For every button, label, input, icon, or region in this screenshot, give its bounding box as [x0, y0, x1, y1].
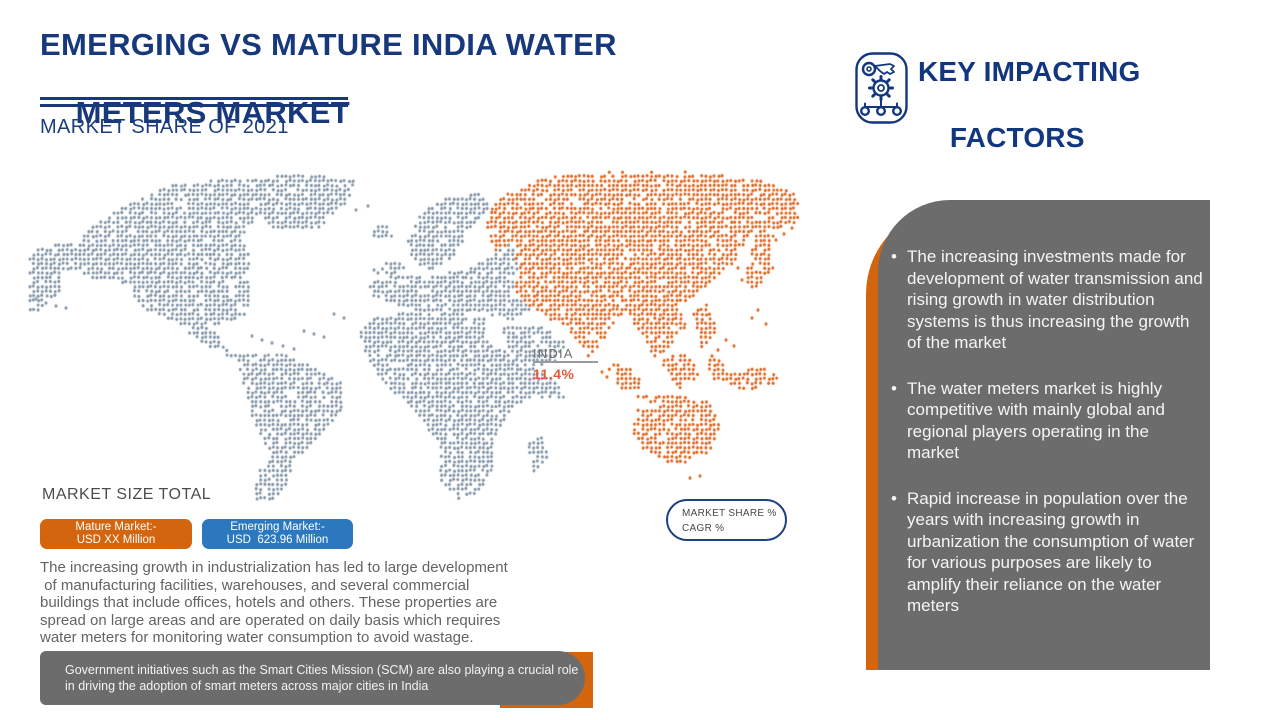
footnote-box: Government initiatives such as the Smart… — [40, 651, 585, 705]
market-share-cagr-pill: MARKET SHARE % CAGR % — [666, 499, 787, 541]
page-title: EMERGING VS MATURE INDIA WATER METERS MA… — [40, 27, 617, 130]
market-size-label: MARKET SIZE TOTAL — [42, 486, 212, 503]
key-factor-item: Rapid increase in population over the ye… — [891, 488, 1205, 617]
body-paragraph: The increasing growth in industrializati… — [40, 559, 508, 646]
pill-cagr-label: CAGR % — [682, 523, 725, 534]
key-gear-network-icon — [855, 52, 908, 124]
mature-market-badge: Mature Market:- USD XX Million — [40, 519, 192, 549]
world-dot-map — [0, 0, 820, 515]
subtitle: MARKET SHARE OF 2021 — [40, 116, 289, 138]
key-factors-heading: KEY IMPACTING FACTORS — [918, 56, 1141, 153]
emerging-market-badge: Emerging Market:- USD 623.96 Million — [202, 519, 353, 549]
title-underline-top — [40, 97, 348, 100]
key-factors-panel: The increasing investments made for deve… — [878, 200, 1210, 670]
india-label: INDIA — [533, 346, 574, 361]
pill-market-share-label: MARKET SHARE % — [682, 508, 777, 519]
india-share-value: 11.4% — [533, 366, 575, 382]
key-factor-item: The increasing investments made for deve… — [891, 246, 1205, 354]
india-pointer-line — [533, 361, 598, 363]
title-underline-bottom — [40, 104, 348, 107]
key-factors-list: The increasing investments made for deve… — [891, 246, 1205, 617]
key-factor-item: The water meters market is highly compet… — [891, 378, 1205, 464]
